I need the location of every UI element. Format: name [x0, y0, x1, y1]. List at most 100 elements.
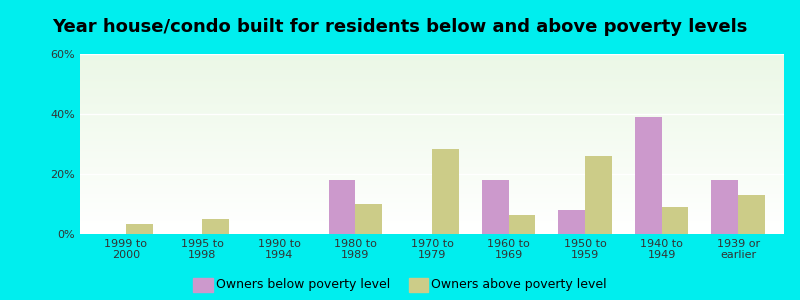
- Bar: [80, 145, 784, 146]
- Bar: [80, 137, 784, 138]
- Bar: [80, 228, 784, 229]
- Bar: [80, 101, 784, 102]
- Bar: [80, 73, 784, 74]
- Bar: [80, 67, 784, 68]
- Bar: [80, 114, 784, 115]
- Bar: [80, 202, 784, 203]
- Bar: [80, 138, 784, 139]
- Bar: [80, 172, 784, 173]
- Bar: [80, 211, 784, 212]
- Bar: [80, 62, 784, 63]
- Bar: [80, 129, 784, 130]
- Bar: [80, 94, 784, 95]
- Bar: [80, 66, 784, 67]
- Bar: [80, 147, 784, 148]
- Bar: [80, 181, 784, 182]
- Bar: [80, 188, 784, 189]
- Bar: [80, 124, 784, 125]
- Bar: [80, 229, 784, 230]
- Bar: [80, 61, 784, 62]
- Bar: [80, 182, 784, 183]
- Bar: [80, 213, 784, 214]
- Bar: [80, 208, 784, 209]
- Bar: [80, 121, 784, 122]
- Bar: [80, 88, 784, 89]
- Bar: [80, 219, 784, 220]
- Bar: [80, 64, 784, 65]
- Bar: [80, 78, 784, 79]
- Bar: [80, 194, 784, 195]
- Bar: [80, 144, 784, 145]
- Text: Year house/condo built for residents below and above poverty levels: Year house/condo built for residents bel…: [52, 18, 748, 36]
- Bar: [80, 199, 784, 200]
- Bar: [80, 197, 784, 198]
- Bar: [80, 155, 784, 156]
- Bar: [80, 99, 784, 100]
- Bar: [80, 198, 784, 199]
- Bar: [80, 63, 784, 64]
- Bar: [80, 201, 784, 202]
- Bar: [80, 191, 784, 192]
- Bar: [80, 68, 784, 69]
- Bar: [80, 83, 784, 84]
- Bar: [80, 214, 784, 215]
- Bar: [329, 180, 355, 234]
- Bar: [80, 82, 784, 83]
- Bar: [80, 133, 784, 134]
- Bar: [80, 231, 784, 232]
- Bar: [80, 126, 784, 127]
- Bar: [80, 112, 784, 113]
- Bar: [80, 179, 784, 180]
- Bar: [80, 100, 784, 101]
- Bar: [80, 87, 784, 88]
- Bar: [80, 175, 784, 176]
- Bar: [80, 170, 784, 171]
- Bar: [80, 118, 784, 119]
- Bar: [80, 176, 784, 177]
- Bar: [80, 233, 784, 234]
- Bar: [80, 113, 784, 114]
- Bar: [738, 195, 765, 234]
- Bar: [80, 223, 784, 224]
- Bar: [80, 226, 784, 227]
- Bar: [80, 84, 784, 85]
- Bar: [80, 122, 784, 123]
- Bar: [80, 225, 784, 226]
- Bar: [80, 215, 784, 216]
- Bar: [80, 148, 784, 149]
- Bar: [80, 163, 784, 164]
- Bar: [80, 81, 784, 82]
- Bar: [80, 180, 784, 181]
- Bar: [80, 192, 784, 193]
- Bar: [80, 196, 784, 197]
- Bar: [80, 104, 784, 105]
- Bar: [80, 105, 784, 106]
- Bar: [80, 93, 784, 94]
- Bar: [80, 167, 784, 168]
- Bar: [80, 153, 784, 154]
- Bar: [80, 115, 784, 116]
- Bar: [558, 210, 585, 234]
- Bar: [80, 150, 784, 151]
- Bar: [80, 77, 784, 78]
- Bar: [711, 180, 738, 234]
- Bar: [80, 125, 784, 126]
- Bar: [80, 158, 784, 159]
- Bar: [80, 74, 784, 75]
- Bar: [80, 154, 784, 155]
- Bar: [80, 131, 784, 132]
- Bar: [80, 108, 784, 109]
- Bar: [80, 149, 784, 150]
- Bar: [432, 148, 458, 234]
- Bar: [80, 168, 784, 169]
- Bar: [80, 141, 784, 142]
- Bar: [80, 207, 784, 208]
- Bar: [80, 71, 784, 72]
- Bar: [80, 135, 784, 136]
- Bar: [80, 204, 784, 205]
- Bar: [80, 107, 784, 108]
- Bar: [80, 60, 784, 61]
- Bar: [80, 119, 784, 120]
- Bar: [80, 146, 784, 147]
- Bar: [80, 54, 784, 55]
